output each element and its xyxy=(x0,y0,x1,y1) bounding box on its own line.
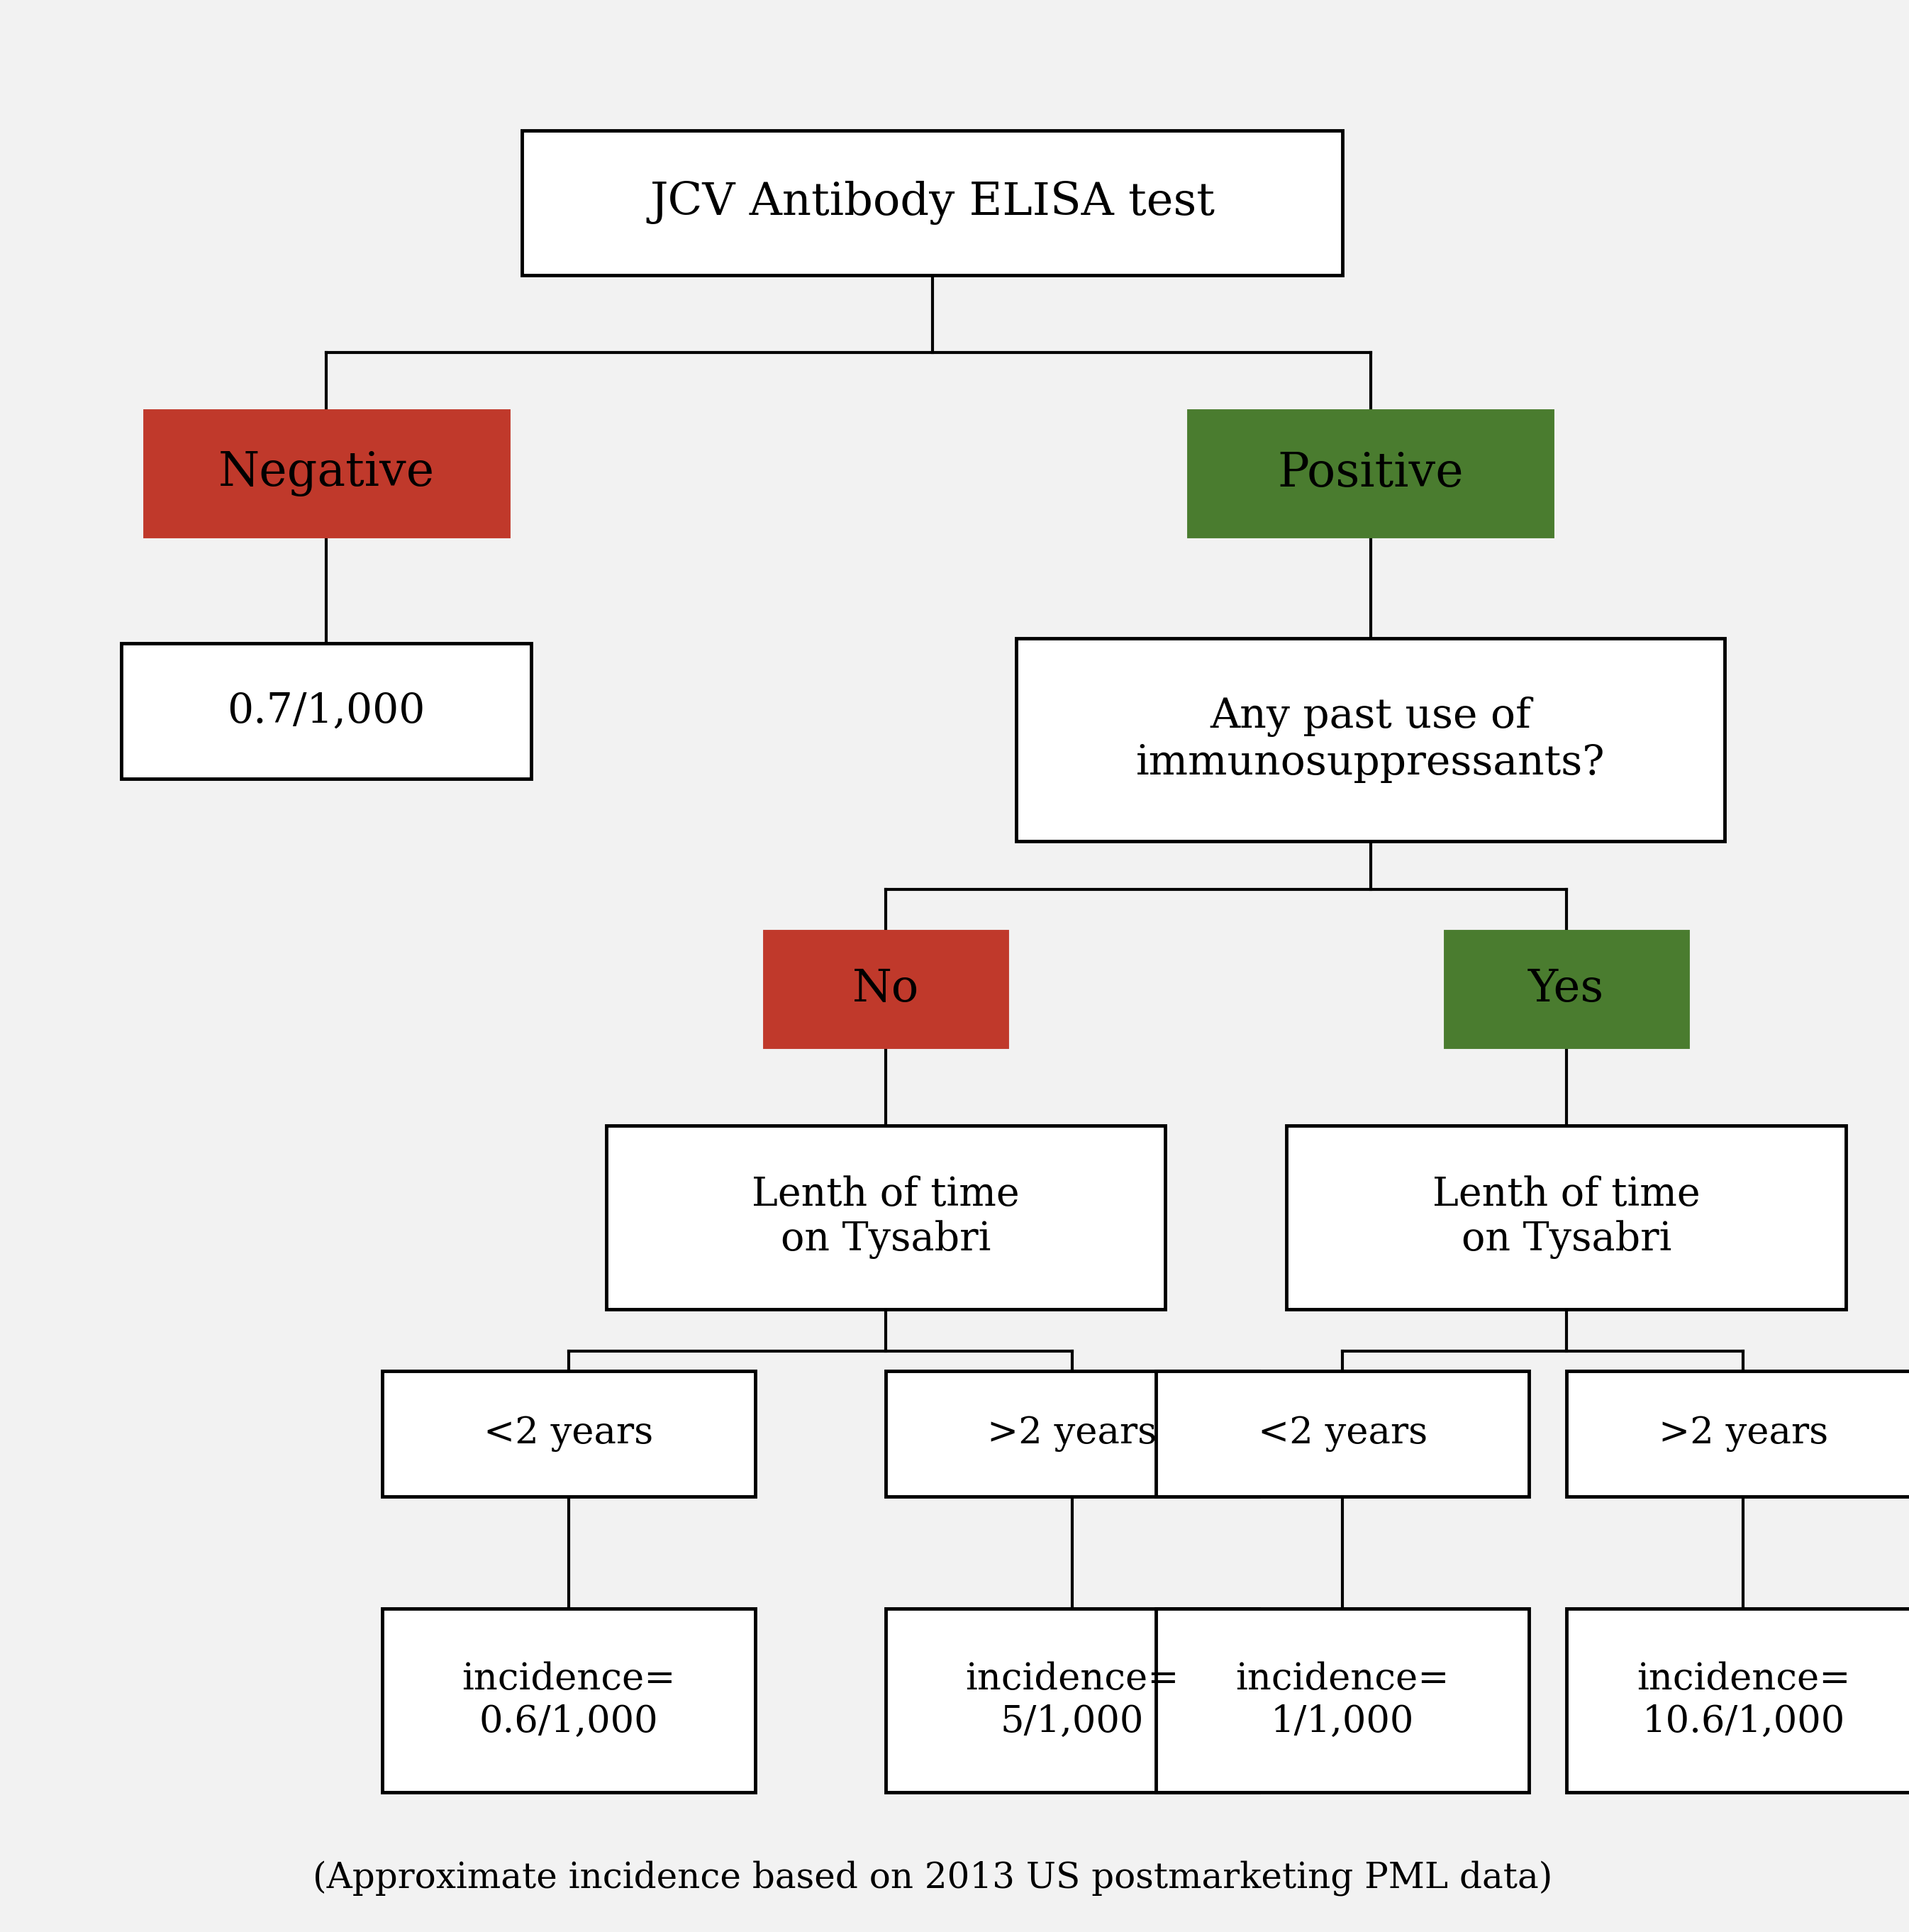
FancyBboxPatch shape xyxy=(1157,1607,1529,1793)
Text: incidence=
10.6/1,000: incidence= 10.6/1,000 xyxy=(1636,1662,1850,1739)
FancyBboxPatch shape xyxy=(120,643,531,779)
FancyBboxPatch shape xyxy=(1565,1607,1909,1793)
Text: Lenth of time
on Tysabri: Lenth of time on Tysabri xyxy=(752,1175,1019,1260)
FancyBboxPatch shape xyxy=(1565,1372,1909,1495)
Text: incidence=
5/1,000: incidence= 5/1,000 xyxy=(966,1662,1180,1739)
Text: incidence=
1/1,000: incidence= 1/1,000 xyxy=(1235,1662,1449,1739)
FancyBboxPatch shape xyxy=(886,1372,1258,1495)
FancyBboxPatch shape xyxy=(145,412,508,535)
FancyBboxPatch shape xyxy=(605,1124,1164,1310)
Text: <2 years: <2 years xyxy=(483,1416,653,1451)
FancyBboxPatch shape xyxy=(764,931,1006,1047)
FancyBboxPatch shape xyxy=(382,1372,756,1495)
FancyBboxPatch shape xyxy=(1287,1124,1846,1310)
Text: <2 years: <2 years xyxy=(1258,1416,1428,1451)
FancyBboxPatch shape xyxy=(521,131,1342,276)
Text: Yes: Yes xyxy=(1529,968,1604,1010)
FancyBboxPatch shape xyxy=(1189,412,1552,535)
Text: >2 years: >2 years xyxy=(987,1416,1157,1451)
Text: >2 years: >2 years xyxy=(1659,1416,1829,1451)
Text: 0.7/1,000: 0.7/1,000 xyxy=(227,692,426,730)
FancyBboxPatch shape xyxy=(1016,639,1724,842)
Text: Any past use of
immunosuppressants?: Any past use of immunosuppressants? xyxy=(1136,697,1605,782)
FancyBboxPatch shape xyxy=(1445,931,1688,1047)
Text: Negative: Negative xyxy=(218,450,435,497)
Text: No: No xyxy=(851,968,918,1010)
Text: Lenth of time
on Tysabri: Lenth of time on Tysabri xyxy=(1432,1175,1701,1260)
Text: Positive: Positive xyxy=(1277,450,1464,497)
FancyBboxPatch shape xyxy=(886,1607,1258,1793)
FancyBboxPatch shape xyxy=(1157,1372,1529,1495)
Text: (Approximate incidence based on 2013 US postmarketing PML data): (Approximate incidence based on 2013 US … xyxy=(313,1861,1552,1895)
Text: incidence=
0.6/1,000: incidence= 0.6/1,000 xyxy=(462,1662,676,1739)
FancyBboxPatch shape xyxy=(382,1607,756,1793)
Text: JCV Antibody ELISA test: JCV Antibody ELISA test xyxy=(649,182,1214,224)
